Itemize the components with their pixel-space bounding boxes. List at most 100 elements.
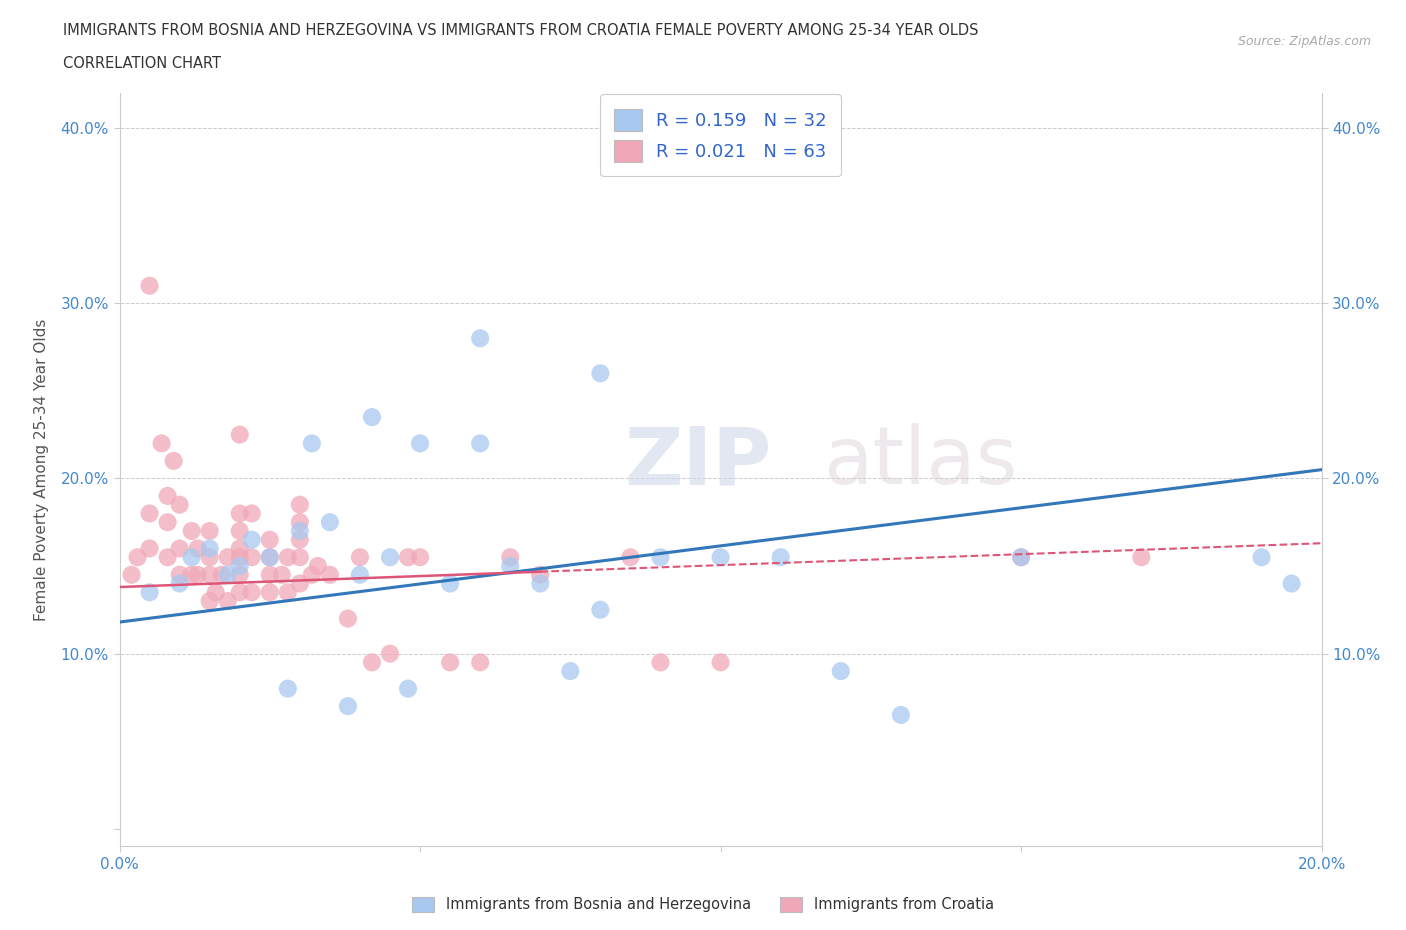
Point [1281, 576, 1303, 591]
Y-axis label: Female Poverty Among 25-34 Year Olds: Female Poverty Among 25-34 Year Olds [35, 318, 49, 621]
Point [439, 655, 461, 670]
Point [439, 576, 461, 591]
Point [240, 506, 263, 521]
Point [187, 567, 209, 582]
Point [240, 550, 263, 565]
Point [769, 550, 792, 565]
Point [619, 550, 641, 565]
Point [288, 524, 311, 538]
Point [378, 646, 401, 661]
Point [204, 585, 226, 600]
Point [288, 550, 311, 565]
Point [307, 559, 329, 574]
Point [277, 585, 299, 600]
Point [396, 681, 419, 696]
Point [169, 567, 191, 582]
Point [138, 278, 160, 293]
Point [228, 427, 252, 442]
Point [336, 611, 359, 626]
Legend: Immigrants from Bosnia and Herzegovina, Immigrants from Croatia: Immigrants from Bosnia and Herzegovina, … [406, 891, 1000, 918]
Point [560, 664, 582, 679]
Point [198, 541, 221, 556]
Point [228, 567, 252, 582]
Text: atlas: atlas [823, 423, 1017, 501]
Point [240, 532, 263, 547]
Point [156, 488, 179, 503]
Point [270, 567, 292, 582]
Point [890, 708, 912, 723]
Point [319, 567, 342, 582]
Point [180, 567, 202, 582]
Point [1010, 550, 1032, 565]
Text: ZIP: ZIP [624, 423, 772, 501]
Point [138, 541, 160, 556]
Point [121, 567, 143, 582]
Point [468, 436, 492, 451]
Point [361, 409, 384, 424]
Point [499, 550, 522, 565]
Point [301, 436, 323, 451]
Point [650, 550, 672, 565]
Point [217, 593, 239, 608]
Point [468, 331, 492, 346]
Point [169, 541, 191, 556]
Point [1010, 550, 1032, 565]
Point [198, 524, 221, 538]
Point [150, 436, 173, 451]
Point [259, 532, 281, 547]
Point [259, 567, 281, 582]
Point [228, 541, 252, 556]
Point [259, 550, 281, 565]
Point [1130, 550, 1153, 565]
Point [709, 550, 731, 565]
Point [409, 550, 432, 565]
Point [499, 559, 522, 574]
Point [198, 567, 221, 582]
Point [396, 550, 419, 565]
Text: IMMIGRANTS FROM BOSNIA AND HERZEGOVINA VS IMMIGRANTS FROM CROATIA FEMALE POVERTY: IMMIGRANTS FROM BOSNIA AND HERZEGOVINA V… [63, 23, 979, 38]
Point [589, 365, 612, 380]
Point [301, 567, 323, 582]
Point [529, 576, 551, 591]
Legend: R = 0.159   N = 32, R = 0.021   N = 63: R = 0.159 N = 32, R = 0.021 N = 63 [600, 95, 841, 177]
Point [211, 567, 233, 582]
Point [409, 436, 432, 451]
Point [378, 550, 401, 565]
Point [198, 593, 221, 608]
Point [468, 655, 492, 670]
Point [288, 532, 311, 547]
Point [156, 515, 179, 530]
Point [228, 585, 252, 600]
Point [288, 498, 311, 512]
Point [709, 655, 731, 670]
Point [138, 506, 160, 521]
Point [169, 576, 191, 591]
Point [228, 550, 252, 565]
Point [349, 567, 371, 582]
Point [650, 655, 672, 670]
Point [198, 550, 221, 565]
Point [830, 664, 852, 679]
Point [228, 506, 252, 521]
Point [259, 585, 281, 600]
Point [169, 498, 191, 512]
Point [217, 567, 239, 582]
Point [138, 585, 160, 600]
Point [162, 454, 184, 469]
Point [277, 550, 299, 565]
Point [228, 524, 252, 538]
Point [127, 550, 149, 565]
Point [1250, 550, 1272, 565]
Point [228, 559, 252, 574]
Point [288, 515, 311, 530]
Point [361, 655, 384, 670]
Point [288, 576, 311, 591]
Point [319, 515, 342, 530]
Text: CORRELATION CHART: CORRELATION CHART [63, 56, 221, 71]
Point [180, 550, 202, 565]
Point [277, 681, 299, 696]
Point [240, 585, 263, 600]
Point [180, 524, 202, 538]
Text: Source: ZipAtlas.com: Source: ZipAtlas.com [1237, 35, 1371, 48]
Point [187, 541, 209, 556]
